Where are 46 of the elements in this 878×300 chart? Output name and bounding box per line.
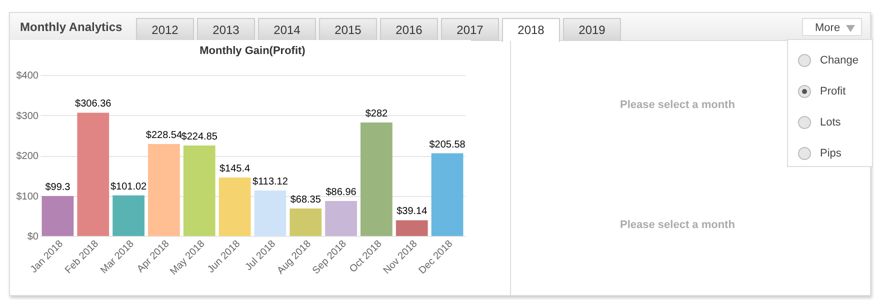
data-label: $68.35: [290, 194, 322, 206]
text: 2018: [502, 18, 560, 42]
data-label: $101.02: [110, 181, 148, 192]
text: Pips: [820, 147, 842, 160]
bar: [218, 177, 251, 236]
data-label: $99.3: [45, 182, 71, 194]
text: 2013: [197, 18, 255, 41]
bar: [77, 112, 110, 236]
text: 2017: [441, 18, 499, 41]
bar: [183, 146, 216, 236]
text: Profit: [820, 85, 846, 98]
chart-title: Monthly Analytics: [20, 20, 122, 34]
data-label: $39.14: [396, 206, 428, 218]
bar: [112, 195, 144, 236]
text: More: [802, 18, 862, 36]
data-label: $224.85: [181, 132, 218, 142]
text: Please select a month: [620, 219, 735, 231]
text: 2016: [380, 18, 438, 41]
bar: [325, 201, 357, 236]
text: Change: [820, 54, 859, 66]
text: 2014: [258, 18, 316, 41]
bar: [431, 153, 464, 236]
data-label: $86.96: [326, 187, 357, 198]
chart-subtitle: Monthly Gain(Profit): [200, 45, 306, 57]
text: 2019: [563, 18, 621, 41]
y-tick-label: $400: [16, 70, 39, 82]
bar: [360, 122, 392, 236]
bar: [396, 220, 428, 236]
text: 2012: [136, 18, 194, 41]
bar: [148, 144, 180, 236]
y-tick-label: $0: [27, 232, 39, 242]
text: 2015: [319, 18, 377, 41]
data-label: $306.36: [75, 98, 112, 110]
y-tick-label: $300: [16, 110, 39, 122]
bar: [42, 196, 74, 236]
bar: [290, 208, 322, 236]
data-label: $145.4: [219, 163, 251, 174]
text: Lots: [820, 116, 841, 128]
data-label: $205.58: [429, 139, 466, 150]
data-label: $113.12: [252, 176, 288, 188]
y-tick-label: $200: [16, 151, 39, 162]
y-tick-label: $100: [16, 191, 39, 202]
bar: [254, 190, 286, 236]
data-label: $228.54: [146, 130, 182, 142]
text: Please select a month: [620, 99, 735, 111]
data-label: $282: [365, 108, 388, 120]
